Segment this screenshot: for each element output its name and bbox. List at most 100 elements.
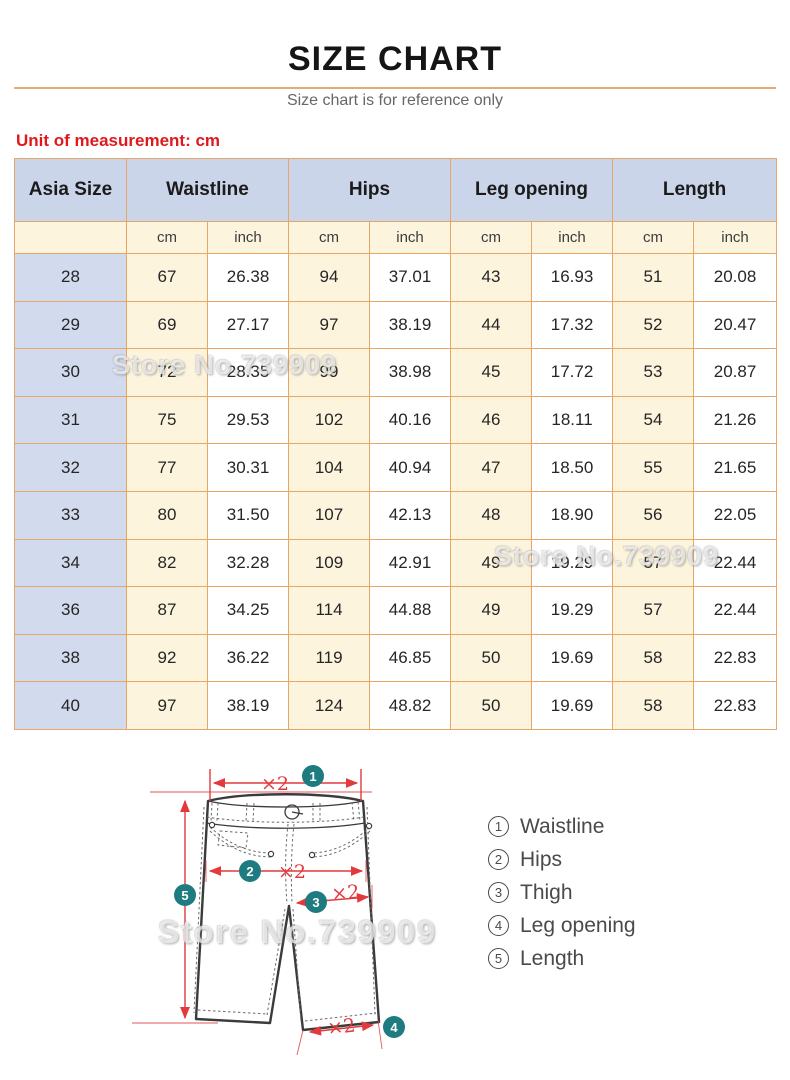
value-cell: 22.44 [693, 538, 778, 588]
table-unit-header-row: cm inch cm inch cm inch cm inch [14, 221, 778, 254]
value-cell: 58 [612, 633, 695, 683]
value-cell: 46 [450, 395, 533, 445]
value-cell: 58 [612, 681, 695, 730]
title-divider [14, 87, 776, 89]
table-row-size-34: 34 82 32.28 109 42.91 49 19.29 57 22.44 [14, 538, 778, 588]
asia-size-cell: 38 [14, 633, 127, 683]
legend-item-length: 5 Length [488, 942, 636, 975]
table-row-size-30: 30 72 28.35 99 38.98 45 17.72 53 20.87 [14, 348, 778, 397]
value-cell: 94 [288, 253, 371, 302]
circled-1-badge [302, 765, 324, 787]
table-row-size-40: 40 97 38.19 124 48.82 50 19.69 58 22.83 [14, 681, 778, 730]
value-cell: 67 [126, 253, 208, 302]
unit-header-inch: inch [369, 221, 452, 254]
value-cell: 44.88 [369, 586, 452, 635]
value-cell: 38.19 [369, 300, 452, 350]
page-title: SIZE CHART [288, 40, 502, 78]
value-cell: 20.87 [693, 348, 778, 397]
table-row-size-31: 31 75 29.53 102 40.16 46 18.11 54 21.26 [14, 395, 778, 445]
legend-item-thigh: 3 Thigh [488, 876, 636, 909]
thigh-x2-label: ×2 [331, 881, 361, 905]
asia-size-cell: 33 [14, 490, 127, 540]
value-cell: 20.08 [693, 253, 778, 302]
value-cell: 26.38 [206, 253, 290, 302]
value-cell: 43 [450, 253, 533, 302]
table-row-size-38: 38 92 36.22 119 46.85 50 19.69 58 22.83 [14, 633, 778, 683]
legend-item-leg-opening: 4 Leg opening [488, 909, 636, 942]
unit-header-inch: inch [531, 221, 614, 254]
asia-size-cell: 32 [14, 443, 127, 492]
circled-2-badge [239, 860, 261, 882]
value-cell: 104 [288, 443, 371, 492]
asia-size-cell: 34 [14, 538, 127, 588]
value-cell: 28.35 [206, 348, 290, 397]
value-cell: 97 [126, 681, 208, 730]
legend-label: Thigh [520, 880, 573, 904]
legend-label: Waistline [520, 814, 605, 838]
value-cell: 18.11 [531, 395, 614, 445]
value-cell: 57 [612, 538, 695, 588]
value-cell: 109 [288, 538, 371, 588]
shorts-drawing [193, 793, 381, 1032]
value-cell: 32.28 [206, 538, 290, 588]
table-row-size-32: 32 77 30.31 104 40.94 47 18.50 55 21.65 [14, 443, 778, 492]
leg-opening-x2-label: ×2 [326, 1015, 356, 1040]
value-cell: 22.05 [693, 490, 778, 540]
unit-header-inch: inch [206, 221, 290, 254]
value-cell: 17.72 [531, 348, 614, 397]
group-header-hips: Hips [288, 158, 452, 222]
measurement-lines: ×2 ×2 ×2 ×2 [132, 769, 383, 1056]
value-cell: 21.26 [693, 395, 778, 445]
circled-number-icon: 3 [488, 882, 509, 903]
value-cell: 29.53 [206, 395, 290, 445]
circled-number-icon: 5 [488, 948, 509, 969]
value-cell: 46.85 [369, 633, 452, 683]
value-cell: 49 [450, 586, 533, 635]
value-cell: 52 [612, 300, 695, 350]
unit-header-cm: cm [288, 221, 371, 254]
value-cell: 119 [288, 633, 371, 683]
waist-button [284, 804, 300, 820]
unit-header-cm: cm [126, 221, 208, 254]
value-cell: 19.69 [531, 633, 614, 683]
value-cell: 107 [288, 490, 371, 540]
value-cell: 40.16 [369, 395, 452, 445]
table-row-size-29: 29 69 27.17 97 38.19 44 17.32 52 20.47 [14, 300, 778, 350]
value-cell: 77 [126, 443, 208, 492]
value-cell: 72 [126, 348, 208, 397]
value-cell: 55 [612, 443, 695, 492]
value-cell: 38.98 [369, 348, 452, 397]
legend-label: Leg opening [520, 913, 636, 937]
svg-text:3: 3 [312, 895, 319, 910]
value-cell: 82 [126, 538, 208, 588]
waistline-x2-label: ×2 [261, 773, 289, 795]
value-cell: 45 [450, 348, 533, 397]
value-cell: 57 [612, 586, 695, 635]
subtitle: Size chart is for reference only [286, 92, 504, 109]
group-header-asia-size: Asia Size [14, 158, 127, 222]
value-cell: 42.91 [369, 538, 452, 588]
size-chart-table: Asia Size Waistline Hips Leg opening Length … [14, 158, 778, 730]
value-cell: 50 [450, 681, 533, 730]
value-cell: 47 [450, 443, 533, 492]
value-cell: 48 [450, 490, 533, 540]
circled-5-badge [174, 884, 196, 906]
circled-number-icon: 4 [488, 915, 509, 936]
value-cell: 34.25 [206, 586, 290, 635]
asia-size-cell: 40 [14, 681, 127, 730]
svg-text:2: 2 [246, 864, 253, 879]
asia-size-cell: 36 [14, 586, 127, 635]
unit-header-cm: cm [612, 221, 695, 254]
unit-header-empty [14, 221, 127, 254]
value-cell: 37.01 [369, 253, 452, 302]
group-header-leg-opening: Leg opening [450, 158, 614, 222]
value-cell: 48.82 [369, 681, 452, 730]
table-row-size-36: 36 87 34.25 114 44.88 49 19.29 57 22.44 [14, 586, 778, 635]
asia-size-cell: 29 [14, 300, 127, 350]
hips-x2-label: ×2 [278, 861, 306, 883]
value-cell: 36.22 [206, 633, 290, 683]
circled-4-badge [383, 1016, 405, 1038]
legend-item-hips: 2 Hips [488, 843, 636, 876]
legend-label: Hips [520, 847, 563, 871]
table-group-header-row: Asia Size Waistline Hips Leg opening Length [14, 158, 778, 222]
